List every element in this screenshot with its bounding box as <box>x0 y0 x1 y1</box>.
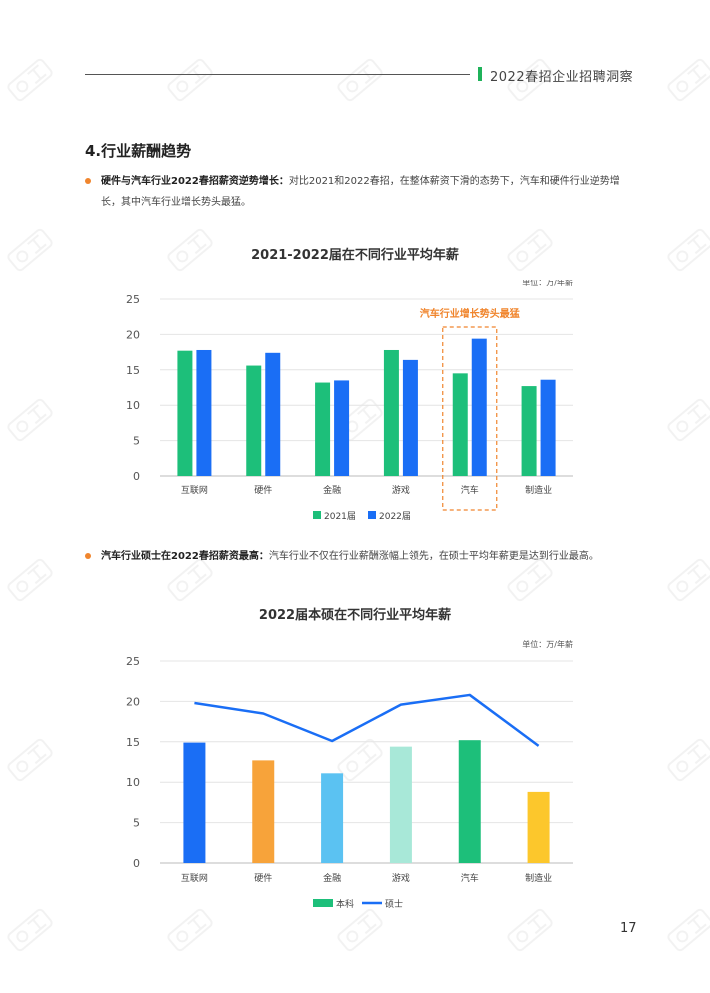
bar <box>321 773 344 863</box>
y-tick-label: 25 <box>126 655 140 668</box>
legend-swatch <box>368 511 376 519</box>
bar <box>315 382 331 476</box>
x-tick-label: 互联网 <box>181 485 208 496</box>
y-tick-label: 10 <box>126 776 140 789</box>
y-tick-label: 5 <box>133 817 140 830</box>
bullet-body: 汽车行业不仅在行业薪酬涨幅上领先，在硕士平均年薪更是达到行业最高。 <box>268 551 599 562</box>
bar <box>402 359 418 476</box>
chart2-title: 2022届本硕在不同行业平均年薪 <box>258 608 452 623</box>
bullet-dot-icon <box>85 178 91 184</box>
x-tick-label: 硬件 <box>254 484 272 496</box>
x-tick-label: 制造业 <box>525 872 552 884</box>
bullet-text: 汽车行业硕士在2022春招薪资最高：汽车行业不仅在行业薪酬涨幅上领先，在硕士平均… <box>85 546 630 567</box>
bar <box>540 379 556 476</box>
watermark-mark <box>667 558 710 602</box>
y-tick-label: 20 <box>126 695 140 708</box>
x-tick-label: 汽车 <box>461 484 479 496</box>
bullet-text: 硬件与汽车行业2022春招薪资逆势增长：对比2021和2022春招，在整体薪资下… <box>85 171 630 213</box>
header-title: 2022春招企业招聘洞察 <box>490 70 634 85</box>
bar <box>334 380 350 476</box>
section-title: 4.行业薪酬趋势 <box>85 142 192 160</box>
y-tick-label: 0 <box>133 857 140 870</box>
y-tick-label: 20 <box>126 328 140 341</box>
y-tick-label: 0 <box>133 470 140 483</box>
bar <box>177 350 193 476</box>
y-tick-label: 25 <box>126 293 140 306</box>
highlight-box <box>442 326 498 511</box>
bar <box>471 338 487 476</box>
page-number: 17 <box>620 921 637 936</box>
x-tick-label: 互联网 <box>181 873 208 884</box>
x-tick-label: 汽车 <box>461 872 479 884</box>
legend-label: 硕士 <box>385 898 403 910</box>
bar <box>196 349 212 476</box>
x-tick-label: 金融 <box>323 872 341 884</box>
series-line <box>194 693 540 747</box>
x-tick-label: 制造业 <box>525 484 552 496</box>
legend-label: 2021届 <box>324 511 356 522</box>
unit-label: 单位：万/年薪 <box>522 640 573 649</box>
header-accent-bar <box>478 67 482 81</box>
bar <box>458 740 481 863</box>
bullet-paragraph-1: 硬件与汽车行业2022春招薪资逆势增长：对比2021和2022春招，在整体薪资下… <box>85 171 630 213</box>
watermark-mark <box>7 558 53 602</box>
bullet-paragraph-2: 汽车行业硕士在2022春招薪资最高：汽车行业不仅在行业薪酬涨幅上领先，在硕士平均… <box>85 546 630 567</box>
bullet-body: 对比2021和2022春招，在整体薪资下滑的态势下，汽车和硬件行业逆势增长，其中… <box>101 176 620 208</box>
bar <box>389 746 412 863</box>
page-header: 2022春招企业招聘洞察 <box>0 0 710 100</box>
bullet-lead: 硬件与汽车行业2022春招薪资逆势增长： <box>101 176 289 187</box>
bar <box>521 386 537 476</box>
header-rule <box>85 74 470 75</box>
bar <box>452 373 468 476</box>
y-tick-label: 15 <box>126 736 140 749</box>
legend-swatch <box>313 511 321 519</box>
bullet-dot-icon <box>85 553 91 559</box>
legend-swatch <box>313 899 333 907</box>
x-tick-label: 游戏 <box>392 484 410 496</box>
bar <box>252 760 275 863</box>
annotation-label: 汽车行业增长势头最猛 <box>420 307 520 320</box>
legend-label: 本科 <box>336 898 354 910</box>
legend-label: 2022届 <box>379 511 411 522</box>
bar <box>246 365 262 476</box>
chart1-title: 2021-2022届在不同行业平均年薪 <box>251 248 459 263</box>
x-tick-label: 金融 <box>323 484 341 496</box>
x-tick-label: 硬件 <box>254 872 272 884</box>
y-tick-label: 15 <box>126 364 140 377</box>
unit-label: 单位：万/年薪 <box>522 280 573 287</box>
bar <box>265 352 281 476</box>
bullet-lead: 汽车行业硕士在2022春招薪资最高： <box>101 551 269 562</box>
y-tick-label: 10 <box>126 399 140 412</box>
bar <box>383 349 399 476</box>
y-tick-label: 5 <box>133 435 140 448</box>
bar <box>183 742 206 863</box>
x-tick-label: 游戏 <box>392 872 410 884</box>
bar <box>527 791 550 863</box>
